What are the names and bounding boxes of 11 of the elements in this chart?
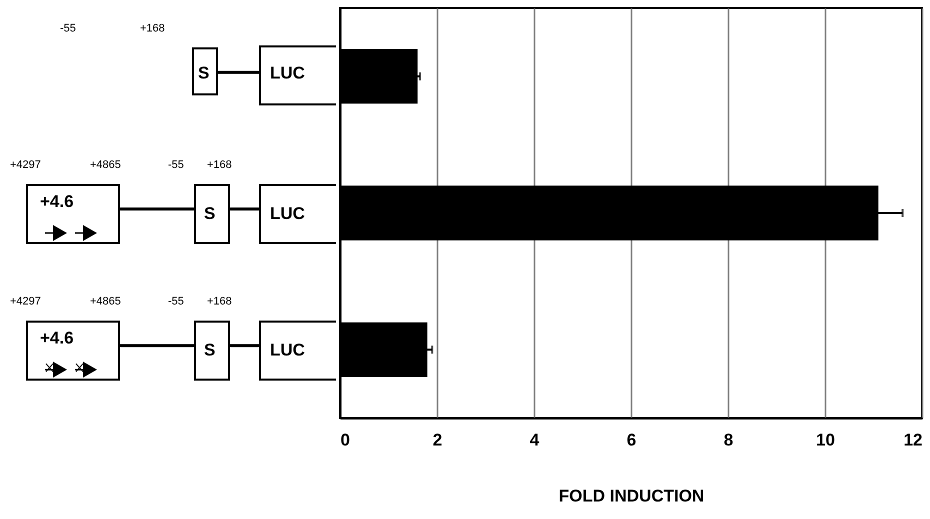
x-axis-title: FOLD INDUCTION <box>558 486 704 506</box>
x-tick-label: 2 <box>432 430 442 450</box>
construct-diagram: +4297 +4865 -55 +168 +4.6 S LUC <box>10 159 336 244</box>
x-tick-label: 8 <box>724 430 734 450</box>
construct-diagram: +4297 +4865 -55 +168 +4.6 S LUC <box>10 296 336 381</box>
x-tick-label: 10 <box>816 430 835 450</box>
construct-diagram: -55 +168 S LUC <box>60 22 336 106</box>
x-tick-label: 0 <box>340 430 350 450</box>
x-tick-label: 4 <box>530 430 540 450</box>
x-tick-label: 12 <box>904 430 922 450</box>
x-tick-label: 6 <box>626 430 636 450</box>
